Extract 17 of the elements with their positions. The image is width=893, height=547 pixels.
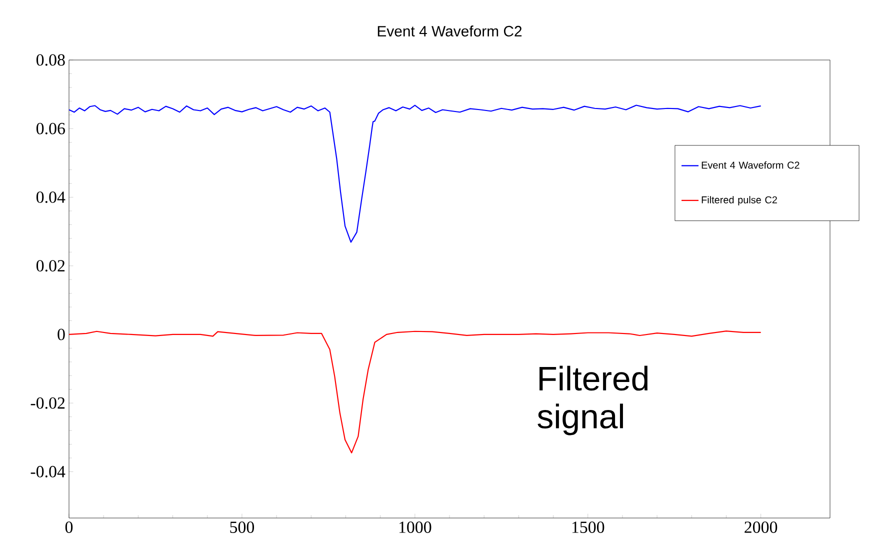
x-tick-label: 0 [65, 522, 73, 533]
legend-label: Filtered pulse C2 [702, 196, 777, 206]
chart-title: Event 4 Waveform C2 [378, 26, 522, 36]
legend-label: Event 4 Waveform C2 [702, 161, 800, 169]
y-tick-label: 0.08 [36, 54, 65, 66]
y-tick-label: 0.04 [36, 191, 66, 203]
y-tick-label: 0 [58, 328, 65, 340]
x-tick-label: 1000 [399, 522, 432, 533]
x-tick-label: 1500 [572, 522, 604, 533]
y-tick-label: -0.04 [30, 466, 66, 478]
x-tick-label: 2000 [744, 522, 778, 533]
y-tick-label: 0.02 [36, 260, 65, 272]
line-series [68, 330, 762, 454]
y-tick-label: -0.02 [30, 397, 65, 409]
x-tick-label: 500 [230, 522, 254, 533]
y-tick-label: 0.06 [36, 122, 65, 134]
annotation: Filtered signal [538, 366, 648, 436]
